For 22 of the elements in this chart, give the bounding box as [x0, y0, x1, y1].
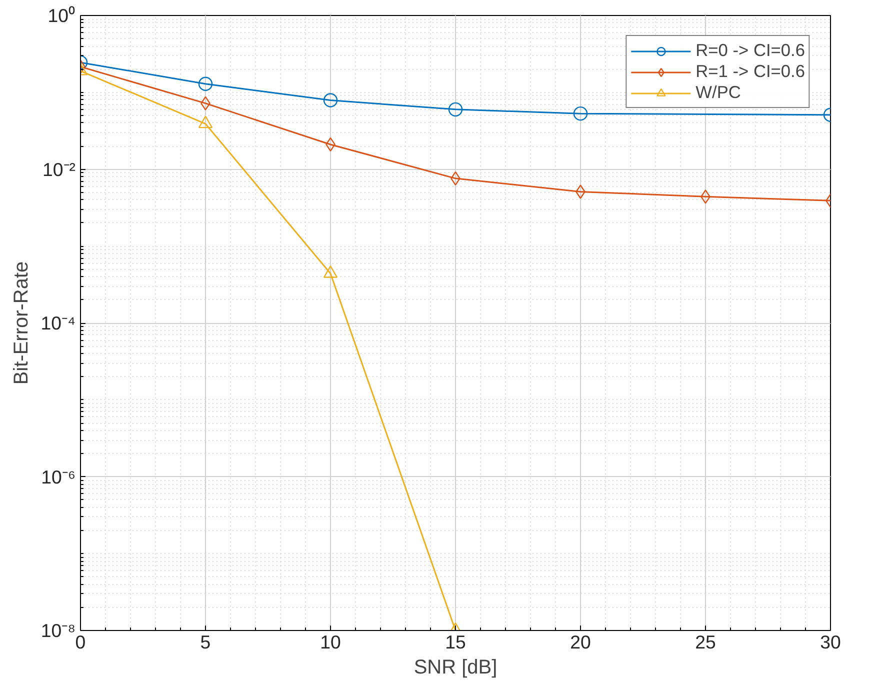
x-tick-label: 5: [200, 632, 211, 652]
y-axis-title: Bit-Error-Rate: [10, 261, 33, 385]
x-tick-label: 15: [445, 632, 466, 652]
y-tick-label: 10⁻⁶: [41, 466, 76, 488]
y-tick-label: 10⁻⁸: [40, 620, 76, 641]
point: [448, 102, 463, 117]
point: [323, 265, 338, 278]
y-tick-label: 10⁻²: [42, 158, 76, 180]
point: [198, 76, 213, 91]
y-tick-label: 10⁻⁴: [40, 312, 76, 334]
x-tick-label: 25: [695, 632, 716, 652]
point: [323, 93, 338, 108]
x-axis-title: SNR [dB]: [414, 656, 498, 678]
x-tick-label: 30: [820, 632, 841, 652]
x-tick-label: 0: [75, 632, 86, 652]
point: [573, 106, 588, 121]
y-tick-label: 10⁰: [48, 5, 76, 26]
legend-label: R=0 -> CI=0.6: [696, 40, 805, 61]
x-tick-label: 20: [570, 632, 591, 652]
x-tick-label: 10: [320, 632, 341, 652]
legend-label: W/PC: [696, 82, 741, 103]
legend-label: R=1 -> CI=0.6: [696, 61, 805, 82]
